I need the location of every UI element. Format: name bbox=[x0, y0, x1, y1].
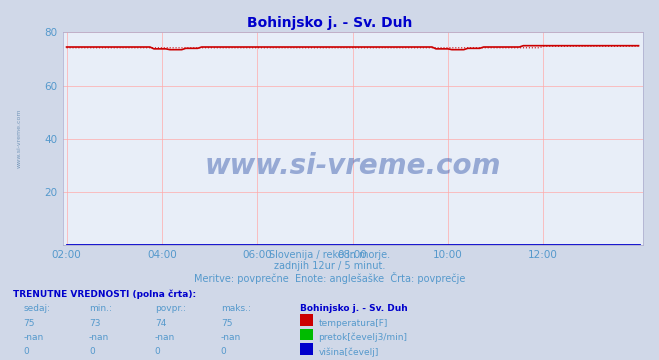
Text: povpr.:: povpr.: bbox=[155, 304, 186, 313]
Text: www.si-vreme.com: www.si-vreme.com bbox=[204, 152, 501, 180]
Text: temperatura[F]: temperatura[F] bbox=[318, 319, 387, 328]
Text: 73: 73 bbox=[89, 319, 100, 328]
Text: višina[čevelj]: višina[čevelj] bbox=[318, 347, 379, 357]
Text: 75: 75 bbox=[23, 319, 34, 328]
Text: maks.:: maks.: bbox=[221, 304, 250, 313]
Text: Bohinjsko j. - Sv. Duh: Bohinjsko j. - Sv. Duh bbox=[300, 304, 408, 313]
Text: 74: 74 bbox=[155, 319, 166, 328]
Text: Meritve: povprečne  Enote: anglešaške  Črta: povprečje: Meritve: povprečne Enote: anglešaške Črt… bbox=[194, 272, 465, 284]
Text: -nan: -nan bbox=[155, 333, 175, 342]
Text: TRENUTNE VREDNOSTI (polna črta):: TRENUTNE VREDNOSTI (polna črta): bbox=[13, 290, 196, 299]
Text: Slovenija / reke in morje.: Slovenija / reke in morje. bbox=[269, 250, 390, 260]
Text: www.si-vreme.com: www.si-vreme.com bbox=[16, 109, 22, 168]
Text: -nan: -nan bbox=[221, 333, 241, 342]
Text: 0: 0 bbox=[155, 347, 161, 356]
Text: 0: 0 bbox=[221, 347, 227, 356]
Text: 0: 0 bbox=[89, 347, 95, 356]
Text: 75: 75 bbox=[221, 319, 232, 328]
Text: -nan: -nan bbox=[23, 333, 43, 342]
Text: min.:: min.: bbox=[89, 304, 112, 313]
Text: sedaj:: sedaj: bbox=[23, 304, 50, 313]
Text: -nan: -nan bbox=[89, 333, 109, 342]
Text: zadnjih 12ur / 5 minut.: zadnjih 12ur / 5 minut. bbox=[273, 261, 386, 271]
Text: Bohinjsko j. - Sv. Duh: Bohinjsko j. - Sv. Duh bbox=[247, 16, 412, 30]
Text: pretok[čevelj3/min]: pretok[čevelj3/min] bbox=[318, 333, 407, 342]
Text: 0: 0 bbox=[23, 347, 29, 356]
